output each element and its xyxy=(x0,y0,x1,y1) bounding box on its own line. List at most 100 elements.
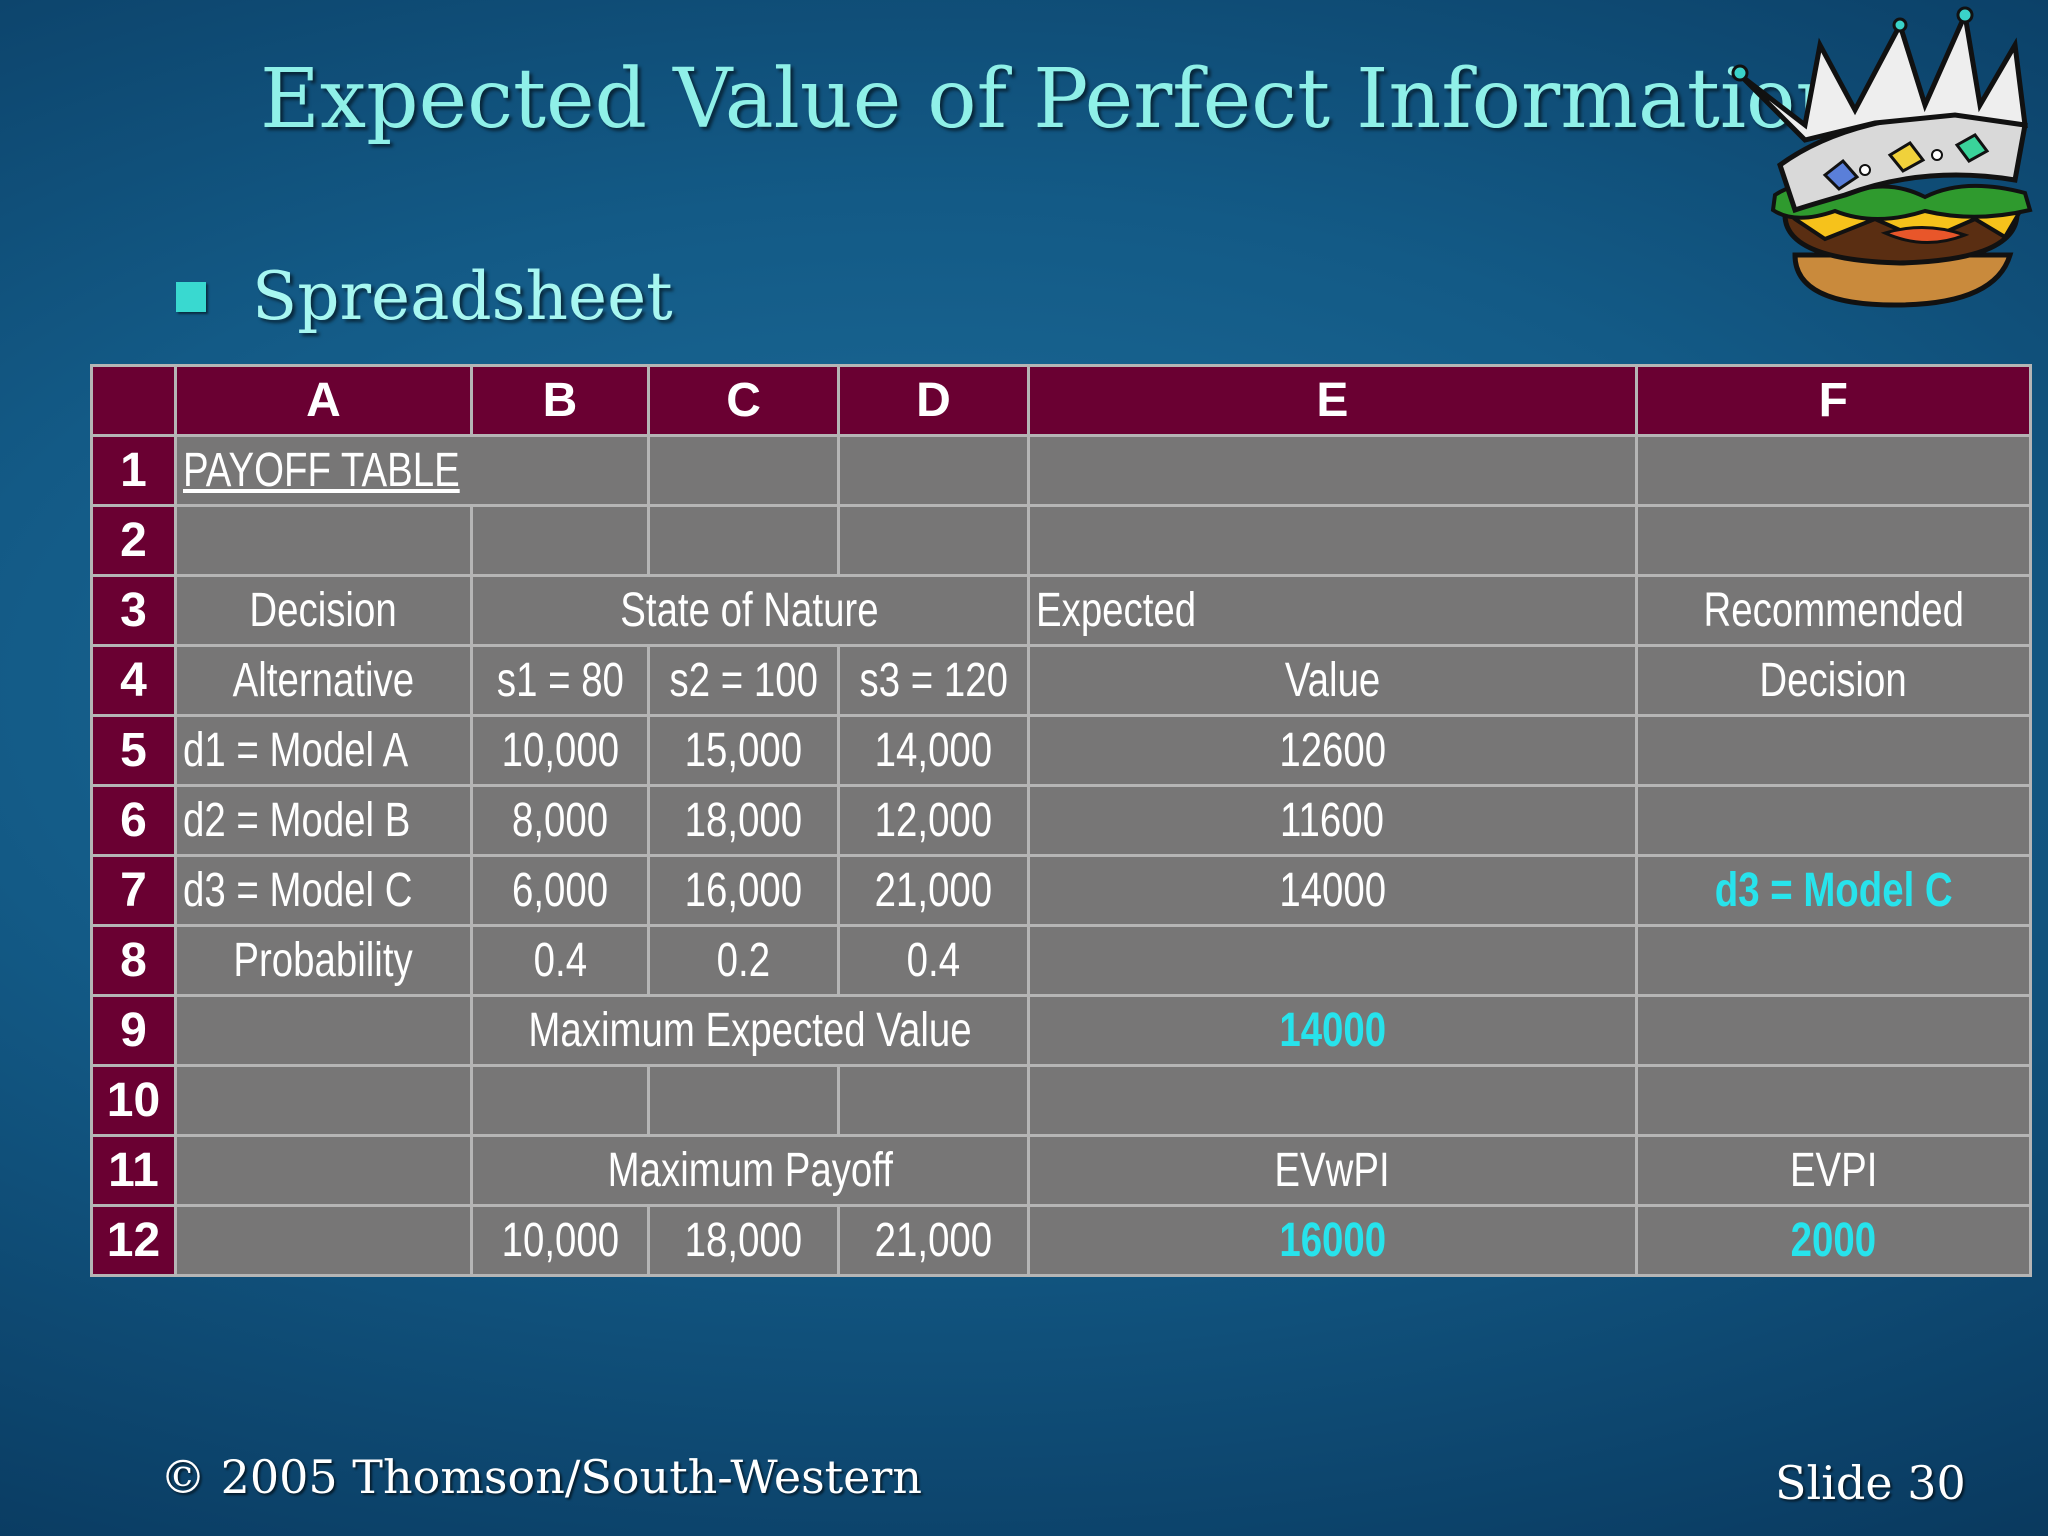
cell-e10[interactable] xyxy=(1026,1064,1638,1137)
cell-d6[interactable]: 12,000 xyxy=(836,784,1030,857)
cell-d7[interactable]: 21,000 xyxy=(836,854,1030,927)
cell-b8[interactable]: 0.4 xyxy=(469,924,651,997)
cell-a12[interactable] xyxy=(174,1204,473,1277)
cell-b5[interactable]: 10,000 xyxy=(469,714,651,787)
cell-e5[interactable]: 12600 xyxy=(1026,714,1638,787)
row-header[interactable]: 10 xyxy=(90,1064,177,1137)
cell-a9[interactable] xyxy=(174,994,473,1067)
cell-f10[interactable] xyxy=(1634,1064,2032,1137)
cell-e7[interactable]: 14000 xyxy=(1026,854,1638,927)
cell-f7[interactable]: d3 = Model C xyxy=(1634,854,2032,927)
cell-a4[interactable]: Alternative xyxy=(174,644,473,717)
sheet-row: 6 d2 = Model B 8,000 18,000 12,000 11600 xyxy=(90,784,2032,857)
cell-b10[interactable] xyxy=(469,1064,651,1137)
cell-c5[interactable]: 15,000 xyxy=(647,714,840,787)
payoff-spreadsheet: A B C D E F 1 PAYOFF TABLE 2 3 Decision … xyxy=(90,364,2032,1277)
cell-e6[interactable]: 11600 xyxy=(1026,784,1638,857)
cell-e1[interactable] xyxy=(1026,434,1638,507)
row-header[interactable]: 11 xyxy=(90,1134,177,1207)
cell-a7[interactable]: d3 = Model C xyxy=(174,854,473,927)
column-header-f[interactable]: F xyxy=(1634,364,2032,437)
cell-text: Value xyxy=(1284,654,1381,707)
row-header[interactable]: 1 xyxy=(90,434,177,507)
cell-a6[interactable]: d2 = Model B xyxy=(174,784,473,857)
cell-f4[interactable]: Decision xyxy=(1634,644,2032,717)
cell-c1[interactable] xyxy=(647,434,840,507)
cell-f11[interactable]: EVPI xyxy=(1634,1134,2032,1207)
cell-text: 0.4 xyxy=(533,934,587,987)
column-header-d[interactable]: D xyxy=(836,364,1030,437)
cell-a10[interactable] xyxy=(174,1064,473,1137)
cell-e8[interactable] xyxy=(1026,924,1638,997)
cell-f12[interactable]: 2000 xyxy=(1634,1204,2032,1277)
cell-a5[interactable]: d1 = Model A xyxy=(174,714,473,787)
cell-f5[interactable] xyxy=(1634,714,2032,787)
cell-a3[interactable]: Decision xyxy=(174,574,473,647)
corner-cell[interactable] xyxy=(90,364,177,437)
max-expected-value: 14000 xyxy=(1278,1004,1386,1057)
cell-f9[interactable] xyxy=(1634,994,2032,1067)
cell-c2[interactable] xyxy=(647,504,840,577)
cell-text: Maximum Expected Value xyxy=(528,1004,972,1057)
cell-c7[interactable]: 16,000 xyxy=(647,854,840,927)
cell-bcd3[interactable]: State of Nature xyxy=(469,574,1030,647)
cell-b2[interactable] xyxy=(469,504,651,577)
cell-d12[interactable]: 21,000 xyxy=(836,1204,1030,1277)
row-header[interactable]: 8 xyxy=(90,924,177,997)
cell-text: State of Nature xyxy=(620,584,879,637)
row-header[interactable]: 2 xyxy=(90,504,177,577)
column-header-c[interactable]: C xyxy=(647,364,840,437)
row-header[interactable]: 4 xyxy=(90,644,177,717)
cell-c12[interactable]: 18,000 xyxy=(647,1204,840,1277)
cell-f2[interactable] xyxy=(1634,504,2032,577)
column-header-b[interactable]: B xyxy=(469,364,651,437)
cell-d5[interactable]: 14,000 xyxy=(836,714,1030,787)
cell-b4[interactable]: s1 = 80 xyxy=(469,644,651,717)
cell-c6[interactable]: 18,000 xyxy=(647,784,840,857)
cell-d4[interactable]: s3 = 120 xyxy=(836,644,1030,717)
cell-d10[interactable] xyxy=(836,1064,1030,1137)
cell-b6[interactable]: 8,000 xyxy=(469,784,651,857)
cell-d8[interactable]: 0.4 xyxy=(836,924,1030,997)
cell-e2[interactable] xyxy=(1026,504,1638,577)
column-header-a[interactable]: A xyxy=(174,364,473,437)
slide-title: Expected Value of Perfect Information xyxy=(260,52,1849,147)
column-header-e[interactable]: E xyxy=(1026,364,1638,437)
cell-text: 0.2 xyxy=(716,934,771,987)
cell-e12[interactable]: 16000 xyxy=(1026,1204,1638,1277)
cell-c8[interactable]: 0.2 xyxy=(647,924,840,997)
cell-f6[interactable] xyxy=(1634,784,2032,857)
row-header[interactable]: 5 xyxy=(90,714,177,787)
recommended-decision-value: d3 = Model C xyxy=(1714,864,1953,917)
cell-b12[interactable]: 10,000 xyxy=(469,1204,651,1277)
row-header[interactable]: 7 xyxy=(90,854,177,927)
cell-e11[interactable]: EVwPI xyxy=(1026,1134,1638,1207)
cell-a1[interactable]: PAYOFF TABLE xyxy=(173,434,651,507)
cell-bcd9[interactable]: Maximum Expected Value xyxy=(469,994,1030,1067)
cell-f8[interactable] xyxy=(1634,924,2032,997)
row-header[interactable]: 3 xyxy=(90,574,177,647)
sheet-row: 12 10,000 18,000 21,000 16000 2000 xyxy=(90,1204,2032,1277)
cell-f1[interactable] xyxy=(1634,434,2032,507)
bullet-item: Spreadsheet xyxy=(176,258,673,335)
cell-c4[interactable]: s2 = 100 xyxy=(647,644,840,717)
row-header[interactable]: 9 xyxy=(90,994,177,1067)
row-header[interactable]: 6 xyxy=(90,784,177,857)
square-bullet-icon xyxy=(176,281,206,312)
cell-e9[interactable]: 14000 xyxy=(1026,994,1638,1067)
cell-text: Recommended xyxy=(1703,584,1964,637)
cell-d1[interactable] xyxy=(836,434,1030,507)
cell-d2[interactable] xyxy=(836,504,1030,577)
cell-e4[interactable]: Value xyxy=(1026,644,1638,717)
cell-text: 12600 xyxy=(1278,724,1386,777)
cell-a8[interactable]: Probability xyxy=(174,924,473,997)
cell-f3[interactable]: Recommended xyxy=(1634,574,2032,647)
cell-e3[interactable]: Expected xyxy=(1026,574,1638,647)
row-header[interactable]: 12 xyxy=(90,1204,177,1277)
cell-a2[interactable] xyxy=(174,504,473,577)
cell-b7[interactable]: 6,000 xyxy=(469,854,651,927)
cell-c10[interactable] xyxy=(647,1064,840,1137)
cell-bcd11[interactable]: Maximum Payoff xyxy=(469,1134,1030,1207)
cell-text: 21,000 xyxy=(874,1214,993,1267)
cell-a11[interactable] xyxy=(174,1134,473,1207)
